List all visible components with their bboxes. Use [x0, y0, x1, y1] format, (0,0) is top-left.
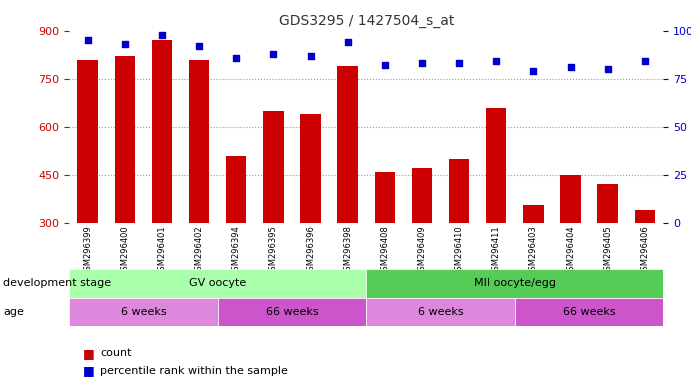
Text: GV oocyte: GV oocyte — [189, 278, 246, 288]
Text: GSM296394: GSM296394 — [231, 225, 240, 276]
Text: GSM296401: GSM296401 — [158, 225, 167, 276]
Title: GDS3295 / 1427504_s_at: GDS3295 / 1427504_s_at — [278, 14, 454, 28]
Point — [639, 58, 650, 65]
Point — [565, 64, 576, 70]
Text: count: count — [100, 348, 132, 358]
Bar — [449, 159, 469, 223]
Bar — [226, 156, 247, 223]
Bar — [486, 108, 507, 223]
FancyBboxPatch shape — [218, 298, 366, 326]
Bar — [598, 184, 618, 223]
Point — [453, 60, 464, 66]
Text: percentile rank within the sample: percentile rank within the sample — [100, 366, 288, 376]
Point — [305, 53, 316, 59]
FancyBboxPatch shape — [366, 269, 663, 298]
Point — [231, 55, 242, 61]
Text: 6 weeks: 6 weeks — [417, 307, 464, 317]
Text: GSM296409: GSM296409 — [417, 225, 426, 276]
Text: 100%: 100% — [690, 19, 691, 29]
Text: ■: ■ — [83, 347, 95, 360]
Bar — [77, 60, 98, 223]
Text: GSM296406: GSM296406 — [641, 225, 650, 276]
Text: development stage: development stage — [3, 278, 111, 288]
Text: 6 weeks: 6 weeks — [120, 307, 167, 317]
Text: GSM296399: GSM296399 — [83, 225, 92, 276]
Bar — [337, 66, 358, 223]
FancyBboxPatch shape — [366, 298, 515, 326]
Text: GSM296398: GSM296398 — [343, 225, 352, 276]
Text: GSM296400: GSM296400 — [120, 225, 129, 276]
Text: GSM296396: GSM296396 — [306, 225, 315, 276]
FancyBboxPatch shape — [69, 298, 218, 326]
Point — [156, 31, 167, 38]
Text: age: age — [3, 307, 24, 317]
Text: GSM296411: GSM296411 — [492, 225, 501, 276]
Point — [379, 62, 390, 68]
Text: 66 weeks: 66 weeks — [562, 307, 616, 317]
Point — [82, 37, 93, 43]
Point — [342, 39, 353, 45]
Text: GSM296402: GSM296402 — [195, 225, 204, 276]
Bar — [523, 205, 544, 223]
Point — [193, 43, 205, 49]
Point — [528, 68, 539, 74]
Bar — [189, 60, 209, 223]
Text: ■: ■ — [83, 364, 95, 377]
Text: GSM296408: GSM296408 — [380, 225, 389, 276]
Point — [602, 66, 613, 72]
Text: GSM296405: GSM296405 — [603, 225, 612, 276]
Bar — [152, 40, 172, 223]
Bar — [115, 56, 135, 223]
Text: 66 weeks: 66 weeks — [265, 307, 319, 317]
Point — [417, 60, 428, 66]
Bar — [634, 210, 655, 223]
FancyBboxPatch shape — [515, 298, 663, 326]
Bar — [263, 111, 283, 223]
FancyBboxPatch shape — [69, 269, 366, 298]
Bar — [560, 175, 580, 223]
Text: GSM296410: GSM296410 — [455, 225, 464, 276]
Text: GSM296395: GSM296395 — [269, 225, 278, 276]
Bar — [412, 168, 432, 223]
Bar — [375, 172, 395, 223]
Text: GSM296403: GSM296403 — [529, 225, 538, 276]
Point — [491, 58, 502, 65]
Text: MII oocyte/egg: MII oocyte/egg — [474, 278, 556, 288]
Point — [120, 41, 131, 47]
Point — [268, 51, 279, 57]
Text: GSM296404: GSM296404 — [566, 225, 575, 276]
Bar — [301, 114, 321, 223]
